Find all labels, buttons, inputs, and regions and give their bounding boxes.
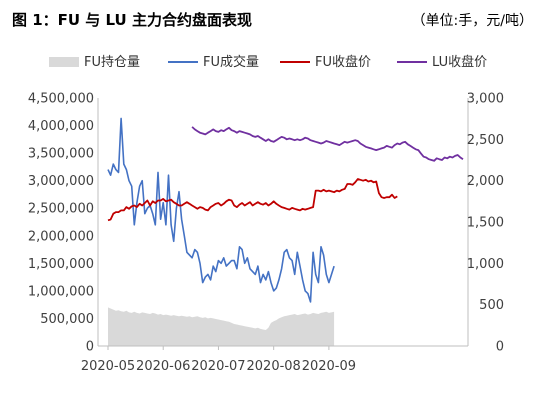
legend-label-lu-close: LU收盘价 — [432, 54, 487, 70]
right-tick-label: 500 — [479, 298, 504, 313]
series-lu-close-line — [191, 126, 464, 162]
x-tick-label: 2020-07 — [191, 359, 245, 374]
left-tick-label: 1,500,000 — [28, 257, 94, 272]
x-tick-label: 2020-06 — [136, 359, 190, 374]
left-tick-label: 3,500,000 — [28, 147, 94, 162]
x-tick-label: 2020-05 — [81, 359, 135, 374]
x-tick-label: 2020-09 — [302, 359, 356, 374]
left-tick-label: 4,500,000 — [28, 92, 94, 107]
x-tick-label: 2020-08 — [247, 359, 301, 374]
legend-label-fu-position: FU持仓量 — [84, 55, 140, 70]
series-fu-volume-line — [107, 117, 335, 303]
legend-label-fu-volume: FU成交量 — [203, 54, 259, 70]
left-tick-label: 1,000,000 — [28, 284, 94, 299]
left-tick-label: 2,000,000 — [28, 229, 94, 244]
right-y-axis: 0 500 1,000 1,500 2,000 2,500 3,000 — [467, 92, 504, 355]
right-tick-label: 1,000 — [467, 257, 504, 272]
right-tick-label: 1,500 — [467, 216, 504, 231]
left-tick-label: 2,500,000 — [28, 202, 94, 217]
plot-area — [107, 117, 464, 346]
legend-label-fu-close: FU收盘价 — [315, 54, 371, 70]
right-tick-label: 0 — [496, 340, 504, 355]
right-tick-label: 2,500 — [467, 133, 504, 148]
left-tick-label: 3,000,000 — [28, 174, 94, 189]
unit-label: （单位:手，元/吨） — [412, 13, 533, 29]
series-fu-position-area — [108, 307, 335, 346]
left-y-axis: 0 500,000 1,000,000 1,500,000 2,000,000 2,500… — [28, 92, 99, 355]
legend-swatch-fu-position — [49, 57, 79, 67]
right-tick-label: 2,000 — [467, 174, 504, 189]
legend: FU持仓量 FU成交量 FU收盘价 LU收盘价 — [49, 54, 487, 70]
left-tick-label: 500,000 — [40, 312, 94, 327]
left-tick-label: 4,000,000 — [28, 119, 94, 134]
series-fu-close-line — [107, 178, 398, 222]
left-tick-label: 0 — [86, 340, 94, 355]
right-tick-label: 3,000 — [467, 92, 504, 107]
chart-title: 图 1：FU 与 LU 主力合约盘面表现 — [12, 11, 252, 29]
x-axis: 2020-05 2020-06 2020-07 2020-08 2020-09 — [81, 345, 468, 374]
